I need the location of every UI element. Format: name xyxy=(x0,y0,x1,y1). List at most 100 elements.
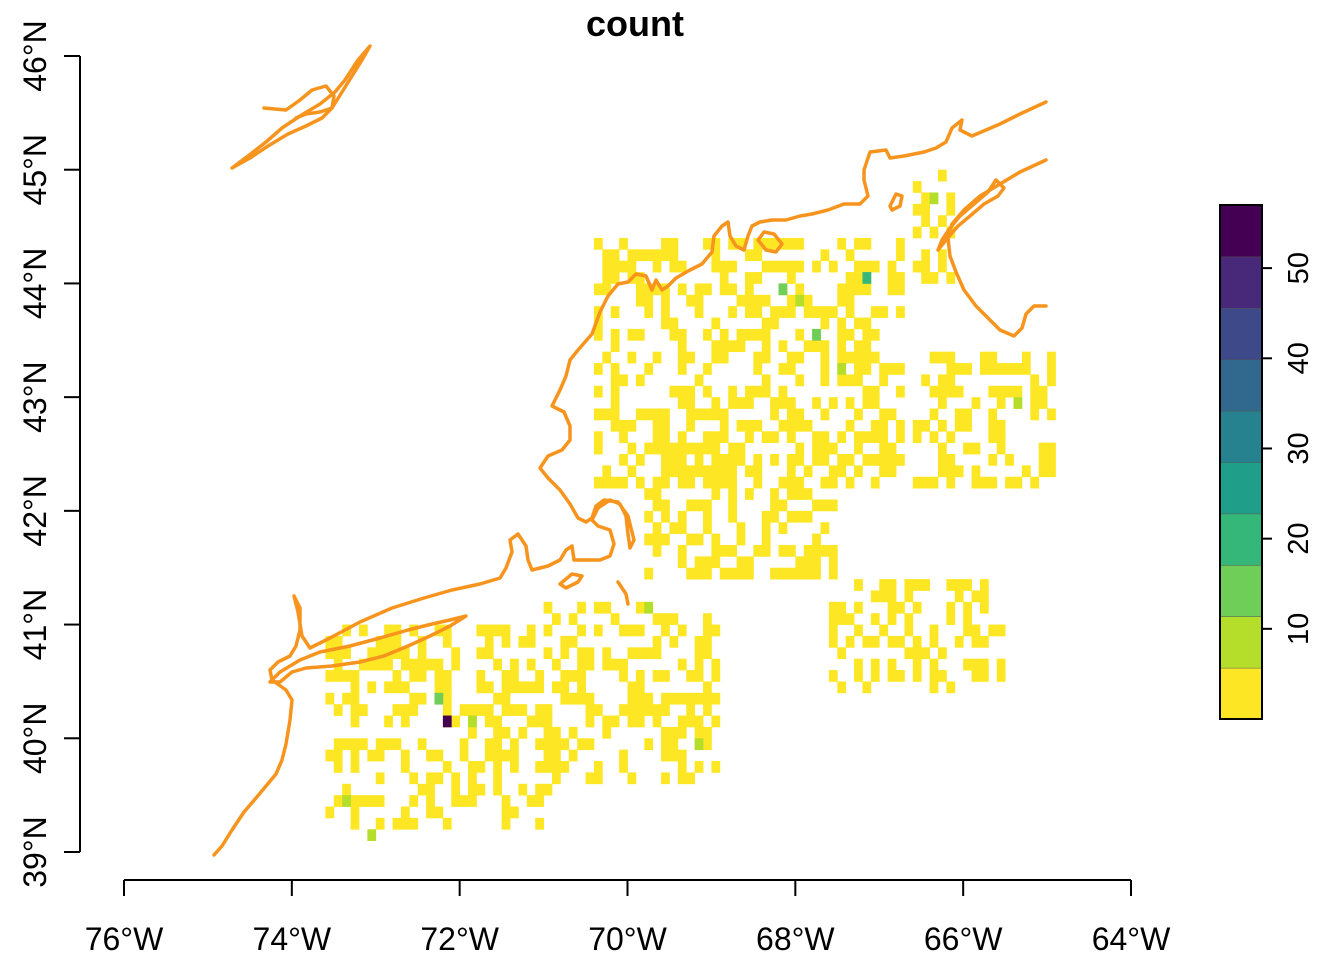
legend-band xyxy=(1220,668,1262,720)
y-tick-label: 40°N xyxy=(17,703,53,775)
count-cell xyxy=(779,363,788,375)
count-cell xyxy=(653,488,662,500)
count-cell xyxy=(669,443,678,455)
count-cell xyxy=(628,329,637,341)
count-cell xyxy=(980,590,989,602)
count-cell xyxy=(695,727,704,739)
count-cell xyxy=(636,295,645,307)
count-cell xyxy=(711,397,720,409)
count-cell xyxy=(787,420,796,432)
count-cell xyxy=(669,613,678,625)
count-cell xyxy=(653,477,662,489)
count-cell xyxy=(854,465,863,477)
count-cell-hotspot xyxy=(644,602,653,614)
count-cell xyxy=(753,477,762,489)
count-cell xyxy=(728,397,737,409)
count-cell xyxy=(695,761,704,773)
legend-band xyxy=(1220,308,1262,360)
count-cell xyxy=(544,750,553,762)
count-cell xyxy=(560,738,569,750)
count-cell xyxy=(594,283,603,295)
count-cell xyxy=(602,409,611,421)
count-cell xyxy=(678,329,687,341)
count-cell xyxy=(812,340,821,352)
count-cell xyxy=(770,409,779,421)
count-cell xyxy=(569,727,578,739)
count-cell xyxy=(703,738,712,750)
count-cell xyxy=(703,693,712,705)
count-cell xyxy=(787,397,796,409)
count-cell xyxy=(837,602,846,614)
count-cell xyxy=(393,636,402,648)
legend-tick-label: 20 xyxy=(1283,523,1315,555)
count-cell xyxy=(426,772,435,784)
count-cell xyxy=(703,443,712,455)
count-cell xyxy=(669,454,678,466)
count-cell xyxy=(930,227,939,239)
y-tick-label: 42°N xyxy=(17,475,53,547)
legend-band xyxy=(1220,616,1262,668)
count-cell xyxy=(434,750,443,762)
count-cell xyxy=(594,704,603,716)
count-cell xyxy=(686,386,695,398)
count-cell xyxy=(720,477,729,489)
count-cell xyxy=(720,272,729,284)
count-cell xyxy=(921,215,930,227)
count-cell xyxy=(502,750,511,762)
count-cell xyxy=(560,761,569,773)
count-cell xyxy=(552,761,561,773)
count-cell xyxy=(476,670,485,682)
count-cell xyxy=(678,522,687,534)
count-cell xyxy=(527,636,536,648)
count-cell xyxy=(409,693,418,705)
count-cell xyxy=(653,249,662,261)
count-cell xyxy=(997,363,1006,375)
count-cell xyxy=(921,261,930,273)
count-cell xyxy=(795,409,804,421)
count-cell xyxy=(586,738,595,750)
count-cell xyxy=(988,625,997,637)
count-cell xyxy=(518,681,527,693)
count-cell xyxy=(460,738,469,750)
count-cell xyxy=(779,306,788,318)
count-cell xyxy=(669,750,678,762)
count-cell xyxy=(1005,363,1014,375)
count-cell xyxy=(879,579,888,591)
count-cell xyxy=(695,465,704,477)
count-cell xyxy=(552,659,561,671)
count-cell xyxy=(703,431,712,443)
count-cell xyxy=(544,716,553,728)
count-cell xyxy=(804,465,813,477)
count-cell xyxy=(409,818,418,830)
count-cell xyxy=(837,329,846,341)
count-cell xyxy=(334,670,343,682)
count-cell xyxy=(854,318,863,330)
count-cell xyxy=(594,772,603,784)
count-cell xyxy=(1039,397,1048,409)
count-cell xyxy=(1014,386,1023,398)
count-cell xyxy=(829,499,838,511)
count-cell xyxy=(686,499,695,511)
count-cell-hotspot xyxy=(434,693,443,705)
count-cell xyxy=(695,295,704,307)
count-cell xyxy=(678,386,687,398)
count-cell xyxy=(988,454,997,466)
count-cell xyxy=(1005,454,1014,466)
count-cell xyxy=(829,477,838,489)
count-cell xyxy=(871,613,880,625)
count-cell xyxy=(695,443,704,455)
count-cell xyxy=(972,443,981,455)
count-cell xyxy=(678,477,687,489)
count-cell xyxy=(518,727,527,739)
count-cell xyxy=(451,795,460,807)
count-cell xyxy=(837,340,846,352)
count-cell xyxy=(703,409,712,421)
count-cell xyxy=(955,636,964,648)
count-cell xyxy=(401,681,410,693)
count-cell xyxy=(745,295,754,307)
count-cell xyxy=(695,454,704,466)
count-cell xyxy=(787,454,796,466)
count-cell xyxy=(669,329,678,341)
count-cell xyxy=(669,318,678,330)
legend-tick-label: 50 xyxy=(1283,252,1315,284)
